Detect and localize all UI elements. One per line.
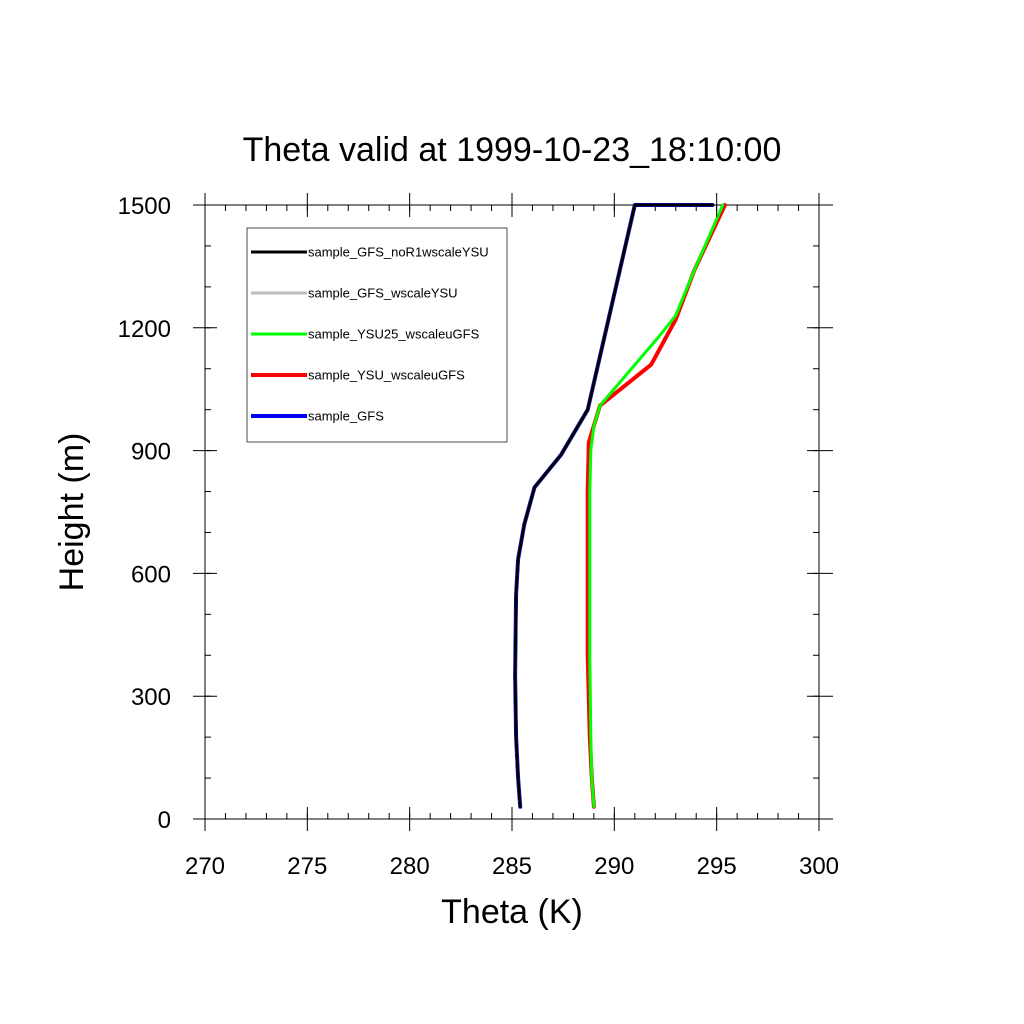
- series-line-sample_GFS_noR1wscaleYSU: [513, 203, 715, 809]
- x-axis-ticks: 270 275 280 285 290 295 300: [185, 193, 839, 880]
- series-line-sample_YSU25_wscaleuGFS: [588, 203, 725, 809]
- x-tick-label: 295: [697, 853, 737, 880]
- legend: sample_GFS_noR1wscaleYSU sample_GFS_wscal…: [246, 227, 508, 443]
- legend-label: sample_GFS: [308, 409, 384, 424]
- series-line-sample_YSU_wscaleuGFS: [585, 203, 727, 809]
- legend-label: sample_GFS_noR1wscaleYSU: [308, 245, 489, 260]
- x-tick-label: 280: [390, 853, 430, 880]
- y-tick-label: 0: [158, 807, 171, 834]
- x-tick-label: 300: [799, 853, 839, 880]
- y-axis-ticks: 0 300 600 900 1200 1500: [118, 193, 833, 834]
- legend-label: sample_YSU25_wscaleuGFS: [308, 327, 480, 342]
- x-tick-label: 270: [185, 853, 225, 880]
- y-tick-label: 1500: [118, 193, 171, 220]
- legend-label: sample_GFS_wscaleYSU: [308, 286, 458, 301]
- y-tick-label: 300: [131, 684, 171, 711]
- plot-area: [204, 203, 820, 820]
- y-tick-label: 1200: [118, 316, 171, 343]
- y-tick-label: 900: [131, 439, 171, 466]
- x-tick-label: 275: [287, 853, 327, 880]
- series-lines: [513, 203, 727, 809]
- chart-title: Theta valid at 1999-10-23_18:10:00: [243, 131, 782, 169]
- x-axis-label: Theta (K): [441, 893, 583, 931]
- y-axis-label: Height (m): [53, 433, 91, 592]
- x-tick-label: 285: [492, 853, 532, 880]
- x-tick-label: 290: [594, 853, 634, 880]
- y-tick-label: 600: [131, 561, 171, 588]
- legend-label: sample_YSU_wscaleuGFS: [308, 368, 465, 383]
